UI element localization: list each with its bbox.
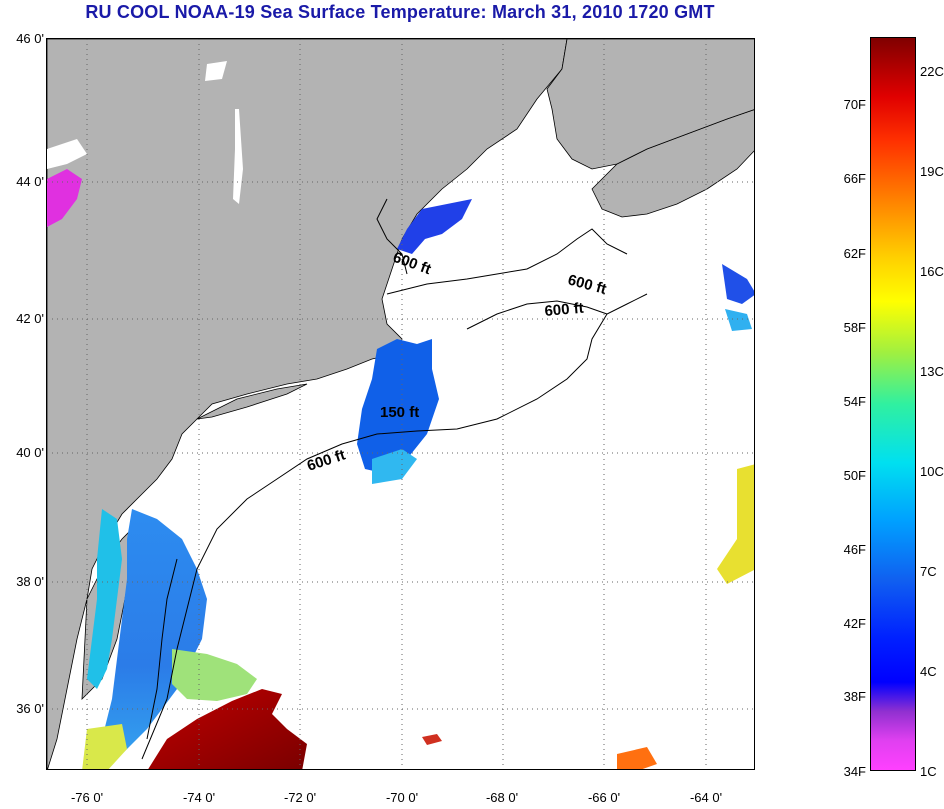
lat-label-40: 40 0' bbox=[16, 445, 44, 460]
sst-patch-green-shelf bbox=[172, 649, 257, 701]
contour-label-600-d: 600 ft bbox=[305, 447, 348, 475]
colorbar-label-70f: 70F bbox=[843, 97, 866, 112]
lat-label-46: 46 0' bbox=[16, 31, 44, 46]
colorbar-label-62f: 62F bbox=[843, 246, 866, 261]
sst-patch-gulf-of-maine bbox=[397, 199, 472, 254]
sst-patch-red-small bbox=[422, 734, 442, 745]
lat-label-36: 36 0' bbox=[16, 701, 44, 716]
sst-patch-gulf-stream bbox=[148, 689, 307, 769]
lake-small-1 bbox=[205, 61, 227, 81]
sst-map-svg: 600 ft 600 ft 600 ft 600 ft 150 ft bbox=[47, 39, 754, 769]
lat-label-42: 42 0' bbox=[16, 311, 44, 326]
temperature-colorbar bbox=[870, 37, 916, 771]
colorbar-label-46f: 46F bbox=[843, 542, 866, 557]
lon-label-70: -70 0' bbox=[385, 790, 419, 805]
lon-label-72: -72 0' bbox=[283, 790, 317, 805]
sst-patch-georges-bank bbox=[357, 339, 439, 474]
lake-champlain bbox=[233, 109, 243, 204]
sst-patch-orange-south bbox=[617, 747, 657, 769]
colorbar-label-42f: 42F bbox=[843, 616, 866, 631]
lon-label-76: -76 0' bbox=[70, 790, 104, 805]
colorbar-label-58f: 58F bbox=[843, 320, 866, 335]
contour-label-150: 150 ft bbox=[380, 404, 419, 421]
colorbar-label-38f: 38F bbox=[843, 689, 866, 704]
sst-patch-ns-yellow bbox=[717, 464, 754, 584]
land-us-northeast bbox=[47, 39, 568, 769]
sst-patch-cyan-south-georges bbox=[372, 449, 417, 484]
colorbar-label-7c: 7C bbox=[920, 564, 937, 579]
colorbar-label-13c: 13C bbox=[920, 364, 944, 379]
colorbar-label-66f: 66F bbox=[843, 171, 866, 186]
colorbar-label-34f: 34F bbox=[843, 764, 866, 779]
colorbar-label-19c: 19C bbox=[920, 164, 944, 179]
lake-ontario-edge bbox=[47, 139, 87, 169]
sst-patch-ns-1 bbox=[722, 264, 754, 304]
sst-map: 600 ft 600 ft 600 ft 600 ft 150 ft bbox=[46, 38, 755, 770]
land-new-brunswick bbox=[546, 39, 754, 170]
lon-label-66: -66 0' bbox=[587, 790, 621, 805]
colorbar-label-54f: 54F bbox=[843, 394, 866, 409]
contour-label-600-b: 600 ft bbox=[566, 271, 608, 298]
map-title: RU COOL NOAA-19 Sea Surface Temperature:… bbox=[85, 2, 715, 22]
colorbar-label-22c: 22C bbox=[920, 64, 944, 79]
colorbar-label-10c: 10C bbox=[920, 464, 944, 479]
bathymetry-contours bbox=[141, 198, 648, 760]
colorbar-label-50f: 50F bbox=[843, 468, 866, 483]
contour-label-600-c: 600 ft bbox=[544, 300, 585, 320]
sst-patch-ns-2 bbox=[725, 309, 752, 331]
colorbar-label-4c: 4C bbox=[920, 664, 937, 679]
lat-label-38: 38 0' bbox=[16, 574, 44, 589]
lon-label-68: -68 0' bbox=[485, 790, 519, 805]
lon-label-64: -64 0' bbox=[689, 790, 723, 805]
graticule bbox=[47, 39, 754, 769]
sst-patch-chesapeake bbox=[87, 509, 122, 689]
lat-label-44: 44 0' bbox=[16, 174, 44, 189]
sst-patch-mid-atlantic-shelf bbox=[87, 509, 207, 769]
sst-patch-lake bbox=[47, 169, 82, 227]
sst-patch-warm-hatteras bbox=[82, 724, 127, 769]
land-long-island bbox=[196, 383, 308, 420]
colorbar-label-16c: 16C bbox=[920, 264, 944, 279]
lon-label-74: -74 0' bbox=[182, 790, 216, 805]
colorbar-label-1c: 1C bbox=[920, 764, 937, 779]
